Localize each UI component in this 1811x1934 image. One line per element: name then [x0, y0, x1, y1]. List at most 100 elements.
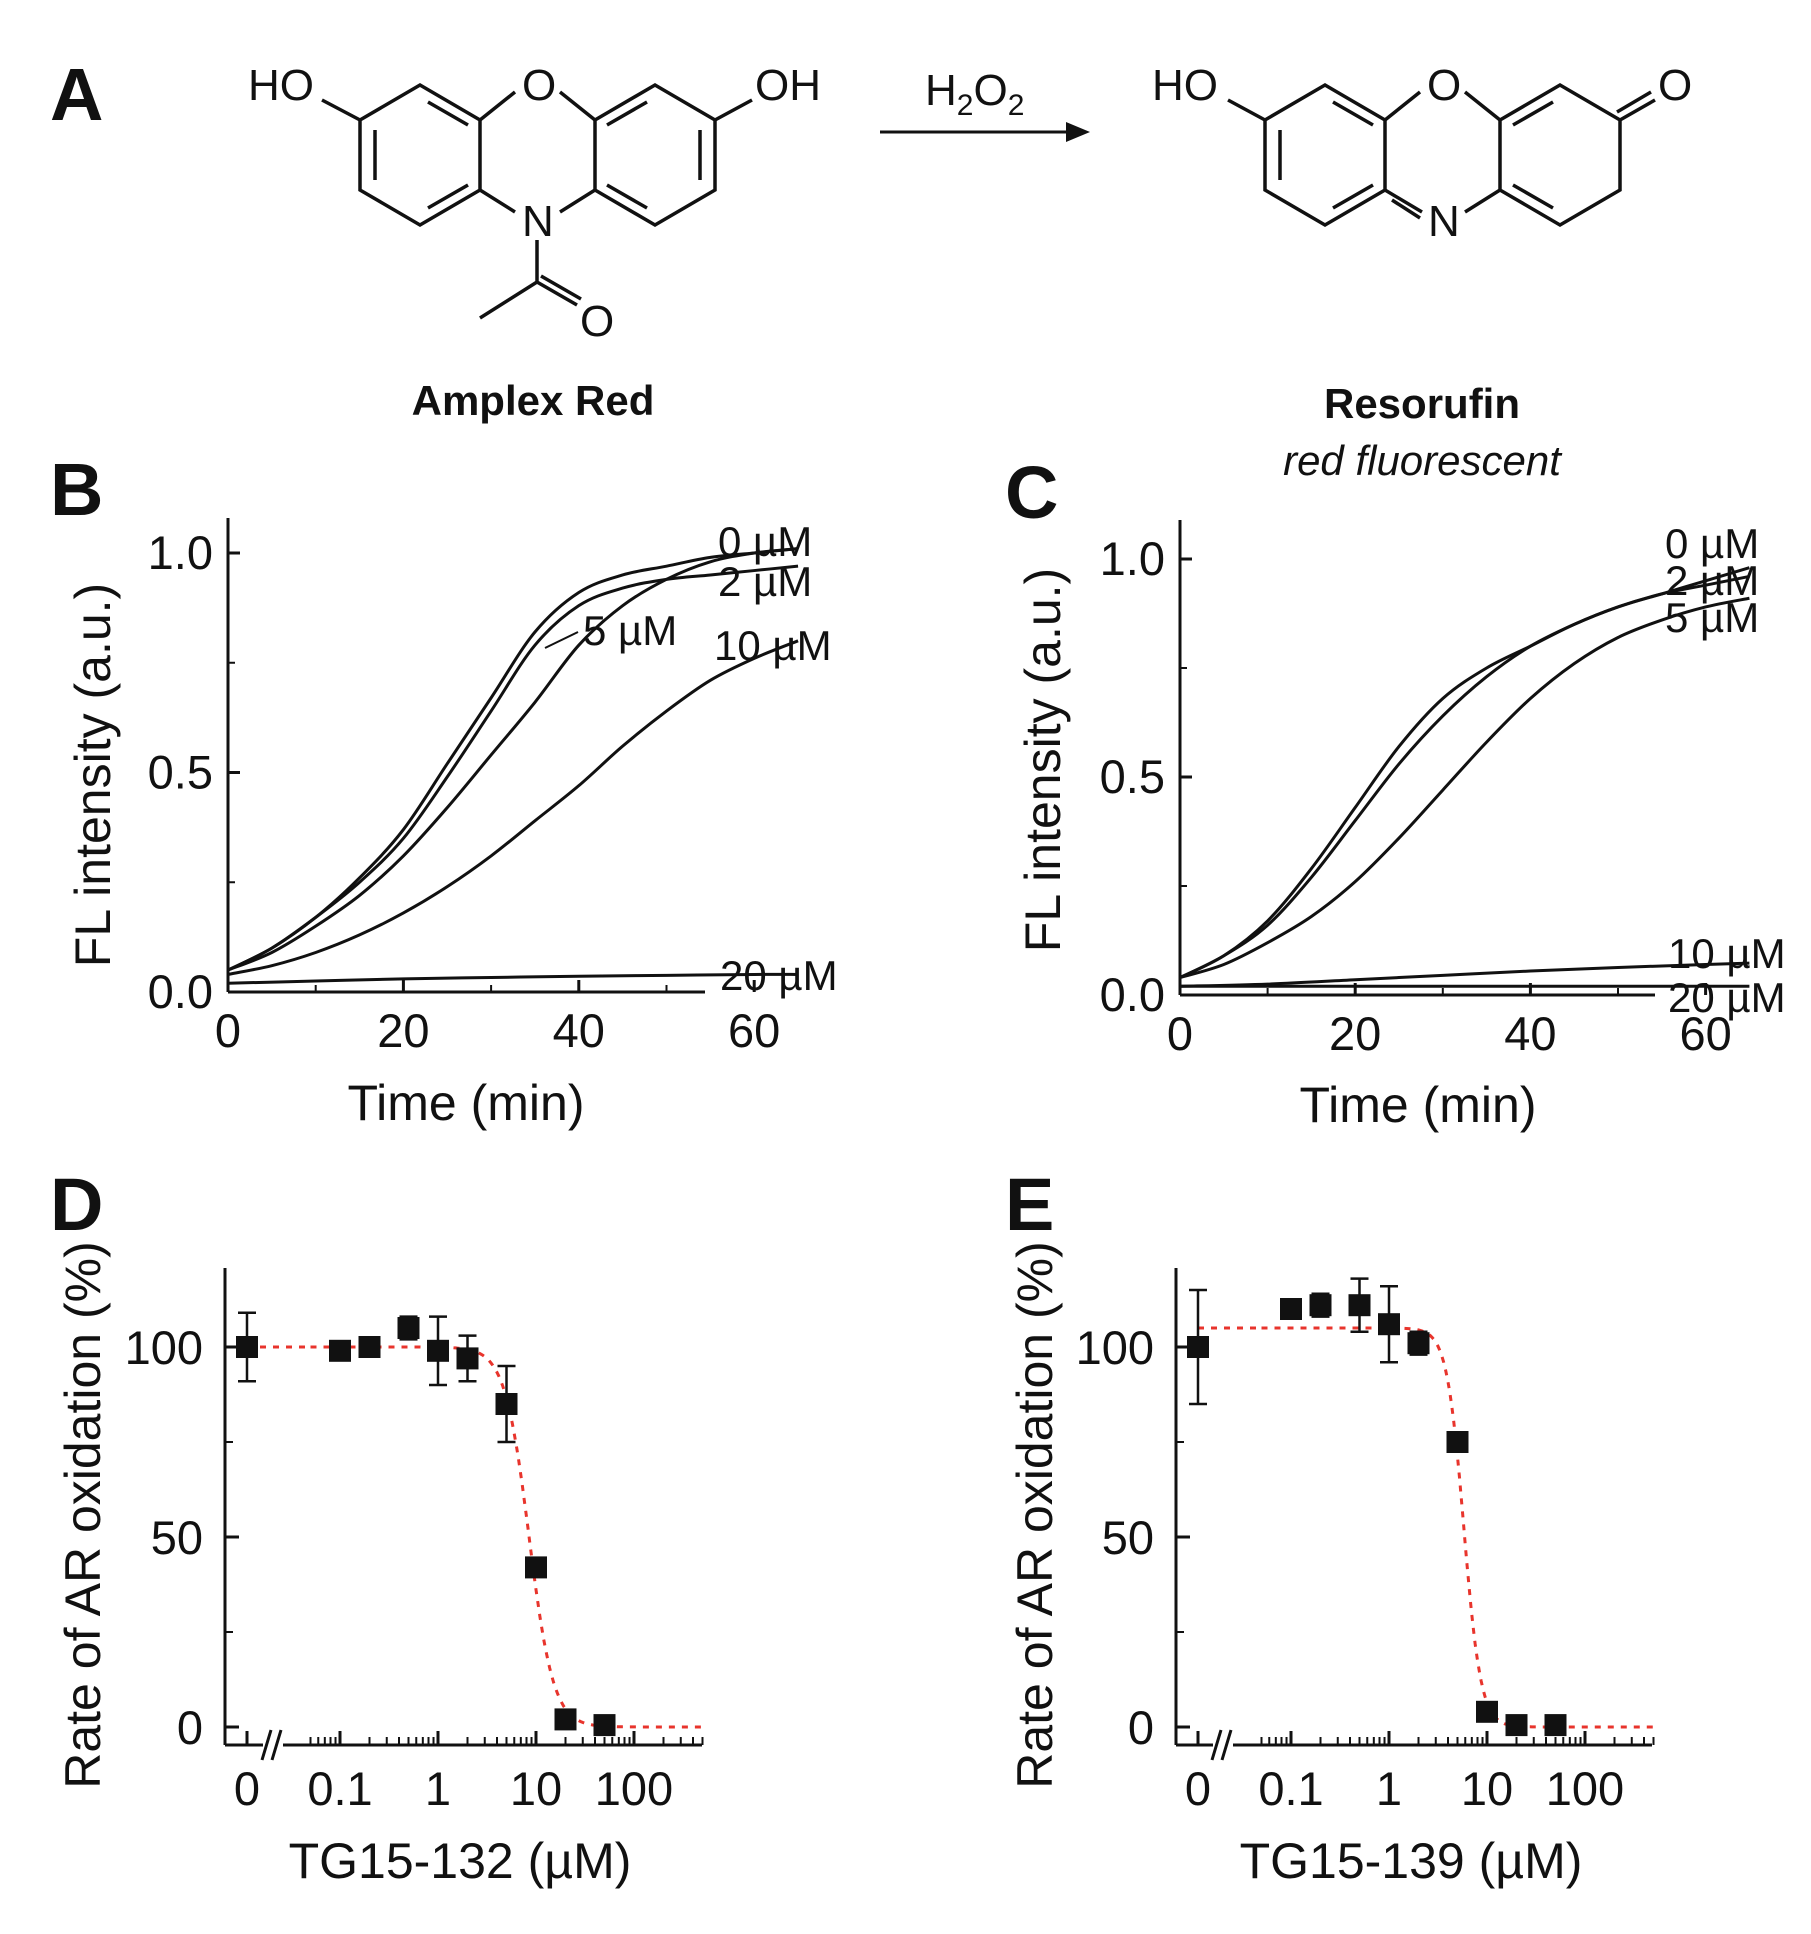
- panel-e-xtick-label: 100: [1546, 1762, 1624, 1815]
- panel-c-x-label: Time (min): [1299, 1077, 1536, 1133]
- panel-d-data-point: [358, 1336, 381, 1358]
- panel-b-ytick-label: 0.0: [148, 965, 213, 1018]
- amplex-central-bonds: [478, 90, 597, 214]
- panel-d-data-point: [525, 1556, 547, 1579]
- panel-d-data-point: [397, 1317, 420, 1339]
- panel-b-xtick-label: 40: [553, 1004, 605, 1057]
- panel-e-data-point: [1446, 1431, 1469, 1453]
- reagent-label: H2O2: [925, 66, 1024, 122]
- panel-d-data-point: [593, 1714, 616, 1737]
- resorufin-ring-n: N: [1428, 197, 1460, 246]
- amplex-ring-n: N: [522, 197, 554, 246]
- amplex-left-ring-inner: [373, 100, 469, 210]
- panel-d-xtick-label: 0.1: [307, 1762, 372, 1815]
- resorufin-keto-o: O: [1658, 61, 1692, 110]
- panel-e-data-point: [1280, 1298, 1302, 1320]
- panel-b-ytick-label: 1.0: [148, 526, 213, 579]
- panel-b-label-5um-leader: [544, 631, 579, 649]
- panel-c-label-2um: 2 µM: [1665, 557, 1759, 604]
- panel-c-ytick-label: 0.5: [1100, 750, 1165, 803]
- panel-c: C 0 20 40 60 0.0 0.5 1.0 FL intensity (a.u.) T…: [1005, 451, 1786, 1133]
- amplex-right-ring-inner: [606, 100, 702, 210]
- resorufin-structure: [1227, 82, 1656, 228]
- panel-d-data-point: [456, 1347, 479, 1370]
- panel-letter-e: E: [1005, 1163, 1054, 1246]
- panel-d-xtick-label: 100: [595, 1762, 673, 1815]
- resorufin-oh-bond: [1227, 98, 1266, 122]
- resorufin-right-ring: [1498, 82, 1622, 228]
- panel-c-label-5um: 5 µM: [1665, 594, 1759, 641]
- panel-b: B 0 20 40 60 0.0 0.5 1.0 FL intensity (a.u.) T…: [50, 448, 838, 1131]
- product-name: Resorufin: [1324, 380, 1520, 427]
- panel-c-ytick-label: 1.0: [1100, 532, 1165, 585]
- panel-e-x-label: TG15-139 (µM): [1240, 1833, 1583, 1889]
- panel-letter-d: D: [50, 1163, 103, 1246]
- amplex-oh-bonds: [321, 98, 753, 122]
- panel-letter-b: B: [50, 448, 103, 531]
- panel-e-xtick-label: 1: [1376, 1762, 1402, 1815]
- panel-d: D 0 50 100 0 0.1 1 10 100 Rate of AR oxidation …: [50, 1163, 704, 1889]
- panel-e-xtick-label: 0.1: [1258, 1762, 1323, 1815]
- panel-e-data-point: [1505, 1714, 1528, 1737]
- amplex-carbonyl-o: O: [580, 297, 614, 346]
- panel-e: E 0 50 100 0 0.1 1 10 100 Rate of AR oxidation …: [1005, 1163, 1655, 1889]
- panel-a: A HO OH O N O Amplex Red H2O2: [50, 53, 1692, 484]
- panel-e-data-point: [1544, 1714, 1567, 1737]
- panel-b-ytick-label: 0.5: [148, 746, 213, 799]
- panel-c-xtick-label: 40: [1504, 1007, 1556, 1060]
- panel-letter-a: A: [50, 53, 103, 136]
- panel-b-series-3: [227, 639, 799, 976]
- panel-e-y-label: Rate of AR oxidation (%): [1007, 1241, 1063, 1789]
- panel-letter-c: C: [1005, 451, 1058, 534]
- panel-b-xtick-label: 60: [728, 1004, 780, 1057]
- panel-c-label-20um: 20 µM: [1668, 974, 1786, 1021]
- panel-c-xtick-label: 0: [1167, 1007, 1193, 1060]
- panel-d-data-point: [495, 1393, 518, 1415]
- panel-c-xtick-label: 20: [1329, 1007, 1381, 1060]
- panel-c-ytick-label: 0.0: [1100, 968, 1165, 1021]
- amplex-ring-o: O: [522, 61, 556, 110]
- panel-c-series-0: [1179, 566, 1750, 979]
- panel-d-axis-break: [260, 1729, 283, 1761]
- panel-b-label-2um: 2 µM: [718, 558, 812, 605]
- panel-d-data-point: [236, 1336, 258, 1358]
- panel-b-xtick-label: 20: [377, 1004, 429, 1057]
- amplex-oh-right: OH: [755, 61, 821, 110]
- panel-e-plot: 0 50 100 0 0.1 1 10 100: [1076, 1277, 1655, 1815]
- resorufin-oh-left: HO: [1152, 61, 1218, 110]
- panel-e-xtick-label: 10: [1461, 1762, 1513, 1815]
- panel-c-plot: 0 20 40 60 0.0 0.5 1.0: [1100, 532, 1750, 1060]
- panel-b-series-2: [227, 547, 799, 972]
- panel-b-series-1: [227, 564, 799, 972]
- resorufin-left-ring: [1263, 82, 1387, 228]
- amplex-acetyl: [479, 240, 582, 320]
- panel-c-xtick-label: 60: [1679, 1007, 1731, 1060]
- panel-d-xtick-label: 10: [510, 1762, 562, 1815]
- panel-e-ytick-label: 100: [1076, 1321, 1154, 1374]
- reactant-name: Amplex Red: [412, 377, 655, 424]
- panel-c-label-10um: 10 µM: [1668, 930, 1786, 977]
- panel-b-label-20um: 20 µM: [720, 952, 838, 999]
- panel-b-label-0um: 0 µM: [718, 518, 812, 565]
- panel-e-axis-break: [1210, 1729, 1233, 1761]
- panel-b-plot: 0 20 40 60 0.0 0.5 1.0: [148, 526, 799, 1057]
- panel-d-data-point: [329, 1339, 351, 1362]
- panel-c-series-2: [1179, 596, 1750, 979]
- panel-d-x-label: TG15-132 (µM): [289, 1833, 632, 1889]
- panel-d-data-point: [427, 1339, 449, 1362]
- panel-c-series-3: [1179, 961, 1750, 988]
- amplex-red-structure: [321, 82, 753, 320]
- panel-e-xtick-label: 0: [1185, 1762, 1211, 1815]
- panel-e-ytick-label: 0: [1128, 1701, 1154, 1754]
- panel-e-data-point: [1378, 1313, 1400, 1336]
- panel-c-y-label: FL intensity (a.u.): [1015, 568, 1071, 952]
- panel-d-ytick-label: 0: [177, 1701, 203, 1754]
- resorufin-right-ring-inner: [1512, 100, 1554, 210]
- panel-d-xtick-label: 0: [234, 1762, 260, 1815]
- product-subtitle: red fluorescent: [1283, 437, 1563, 484]
- panel-b-xtick-label: 0: [215, 1004, 241, 1057]
- panel-c-label-0um: 0 µM: [1665, 520, 1759, 567]
- panel-b-y-label: FL intensity (a.u.): [65, 583, 121, 967]
- panel-e-fit-curve: [1261, 1326, 1654, 1729]
